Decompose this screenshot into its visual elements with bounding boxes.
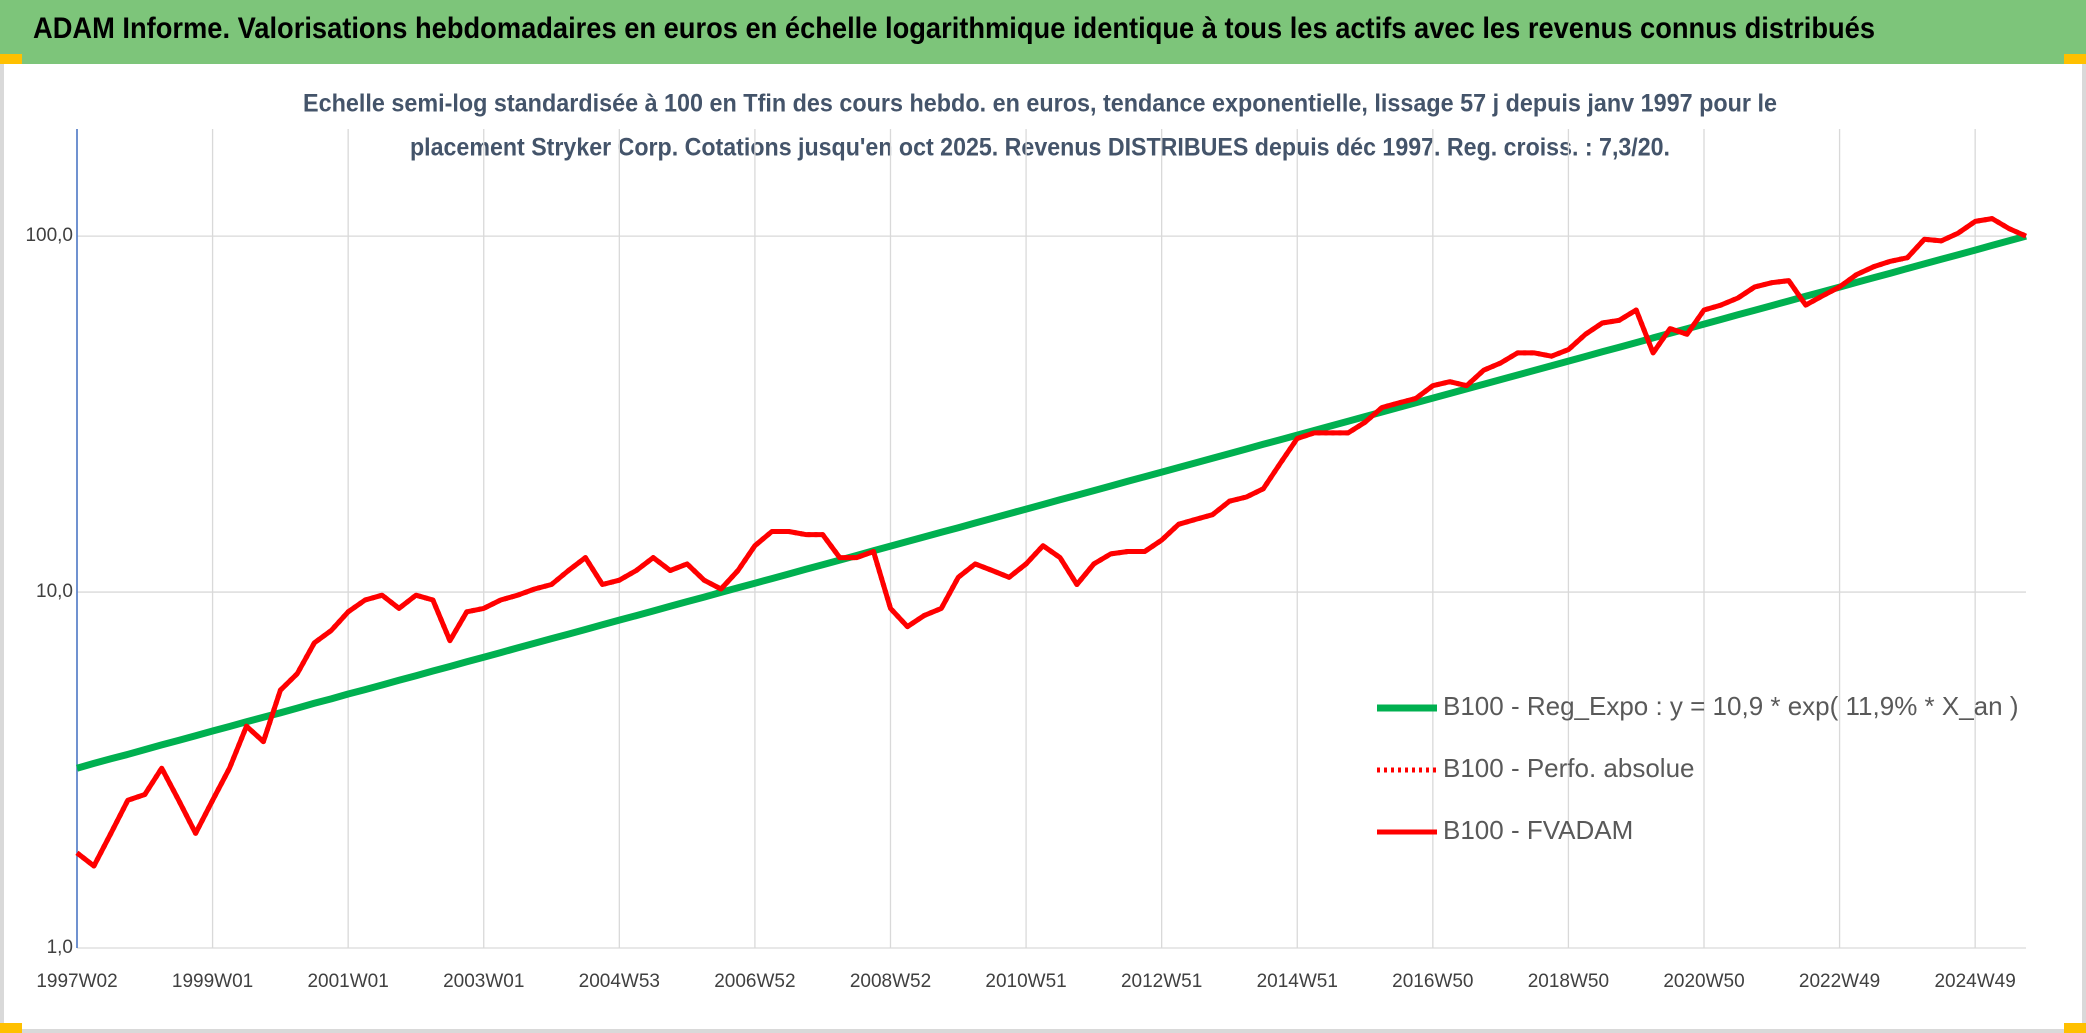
y-tick-label: 100,0 [25, 225, 73, 246]
title-bar [0, 0, 2086, 64]
corner [2064, 1023, 2086, 1033]
chart-subtitle: placement Stryker Corp. Cotations jusqu'… [410, 134, 1670, 162]
x-tick-label: 2010W51 [985, 971, 1066, 992]
x-tick-label: 2001W01 [307, 971, 388, 992]
x-tick-label: 2008W52 [850, 971, 931, 992]
series-line [75, 216, 2028, 869]
x-tick-label: 2012W51 [1121, 971, 1202, 992]
x-tick-label: 1999W01 [172, 971, 253, 992]
legend-label: B100 - Perfo. absolue [1443, 753, 1695, 783]
chart-title: ADAM Informe. Valorisations hebdomadaire… [33, 12, 1875, 45]
corner [2064, 54, 2086, 64]
legend-label: B100 - FVADAM [1443, 815, 1633, 845]
x-tick-label: 2016W50 [1392, 971, 1473, 992]
chart-subtitle: Echelle semi-log standardisée à 100 en T… [303, 90, 1777, 118]
series-line [76, 232, 2027, 772]
corner [0, 1023, 22, 1033]
x-tick-label: 2020W50 [1663, 971, 1744, 992]
x-tick-label: 2018W50 [1528, 971, 1609, 992]
x-tick-label: 2022W49 [1799, 971, 1880, 992]
legend-label: B100 - Reg_Expo : y = 10,9 * exp( 11,9% … [1443, 691, 2018, 721]
x-tick-label: 2024W49 [1934, 971, 2015, 992]
y-tick-label: 1,0 [47, 937, 73, 958]
x-tick-label: 2003W01 [443, 971, 524, 992]
x-tick-label: 2006W52 [714, 971, 795, 992]
x-tick-label: 2014W51 [1257, 971, 1338, 992]
corner [0, 54, 22, 64]
x-tick-label: 1997W02 [36, 971, 117, 992]
x-tick-label: 2004W53 [579, 971, 660, 992]
y-tick-label: 10,0 [36, 581, 73, 602]
